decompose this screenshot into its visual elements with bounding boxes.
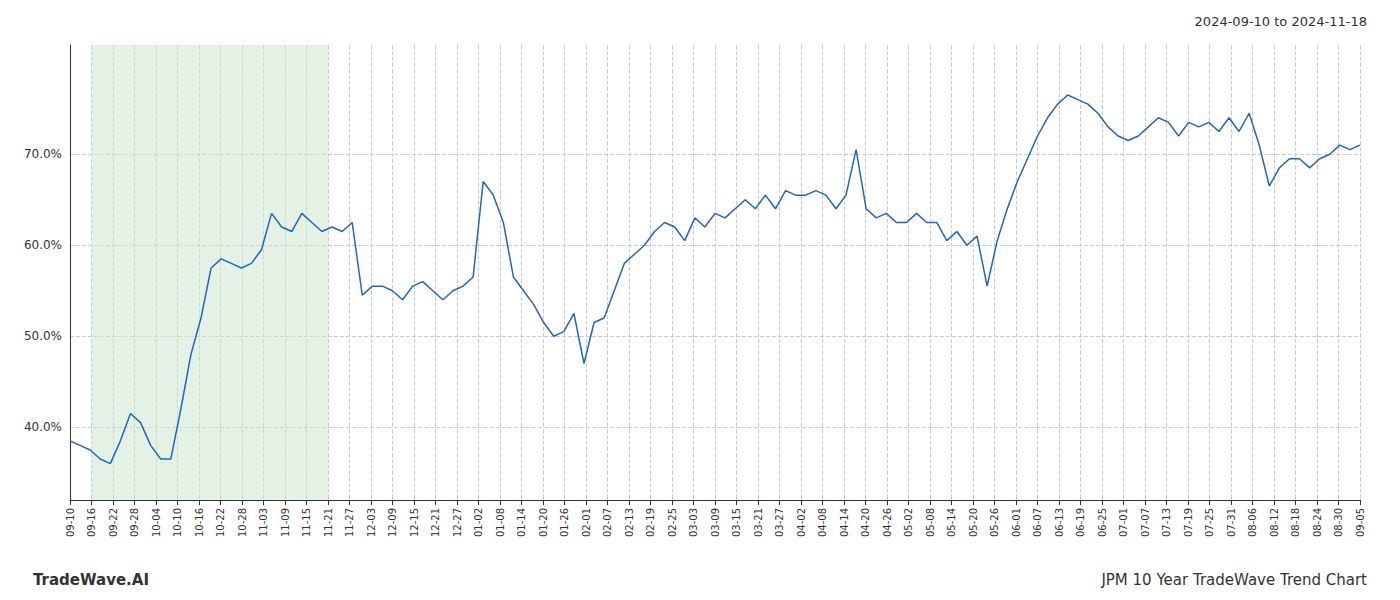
svg-text:09-22: 09-22: [108, 508, 119, 537]
svg-text:12-27: 12-27: [452, 508, 463, 537]
svg-text:08-18: 08-18: [1290, 508, 1301, 537]
svg-text:50.0%: 50.0%: [24, 329, 62, 343]
svg-text:06-07: 06-07: [1032, 508, 1043, 537]
svg-text:JPM 10 Year TradeWave Trend Ch: JPM 10 Year TradeWave Trend Chart: [1100, 571, 1367, 589]
svg-text:02-19: 02-19: [645, 508, 656, 537]
svg-text:09-10: 09-10: [65, 508, 76, 537]
svg-text:02-07: 02-07: [602, 508, 613, 537]
svg-text:07-01: 07-01: [1118, 508, 1129, 537]
svg-text:09-16: 09-16: [86, 508, 97, 537]
svg-text:04-14: 04-14: [839, 508, 850, 537]
svg-text:08-30: 08-30: [1333, 508, 1344, 537]
svg-text:05-26: 05-26: [989, 508, 1000, 537]
svg-text:03-15: 03-15: [731, 508, 742, 537]
svg-text:03-09: 03-09: [710, 508, 721, 537]
svg-text:01-20: 01-20: [538, 508, 549, 537]
svg-text:11-03: 11-03: [258, 508, 269, 537]
svg-text:10-16: 10-16: [194, 508, 205, 537]
svg-text:07-07: 07-07: [1140, 508, 1151, 537]
svg-text:09-28: 09-28: [129, 508, 140, 537]
svg-text:40.0%: 40.0%: [24, 420, 62, 434]
svg-text:03-03: 03-03: [688, 508, 699, 537]
svg-text:11-27: 11-27: [344, 508, 355, 537]
svg-text:02-25: 02-25: [667, 508, 678, 537]
svg-text:07-13: 07-13: [1161, 508, 1172, 537]
svg-text:60.0%: 60.0%: [24, 238, 62, 252]
svg-text:11-21: 11-21: [323, 508, 334, 537]
svg-text:06-13: 06-13: [1054, 508, 1065, 537]
svg-text:05-02: 05-02: [903, 508, 914, 537]
svg-text:07-25: 07-25: [1204, 508, 1215, 537]
svg-text:05-14: 05-14: [946, 508, 957, 537]
svg-text:08-24: 08-24: [1312, 508, 1323, 537]
svg-text:11-15: 11-15: [301, 508, 312, 537]
svg-text:02-13: 02-13: [624, 508, 635, 537]
svg-text:04-08: 04-08: [817, 508, 828, 537]
svg-text:07-19: 07-19: [1183, 508, 1194, 537]
svg-text:10-28: 10-28: [237, 508, 248, 537]
svg-text:01-02: 01-02: [473, 508, 484, 537]
svg-text:07-31: 07-31: [1226, 508, 1237, 537]
svg-text:04-02: 04-02: [796, 508, 807, 537]
svg-text:11-09: 11-09: [280, 508, 291, 537]
svg-text:04-26: 04-26: [882, 508, 893, 537]
svg-text:10-10: 10-10: [172, 508, 183, 537]
svg-text:09-05: 09-05: [1355, 508, 1366, 537]
svg-text:TradeWave.AI: TradeWave.AI: [33, 571, 149, 589]
svg-text:70.0%: 70.0%: [24, 147, 62, 161]
svg-text:03-27: 03-27: [774, 508, 785, 537]
svg-text:12-03: 12-03: [366, 508, 377, 537]
svg-text:05-08: 05-08: [925, 508, 936, 537]
svg-text:2024-09-10 to 2024-11-18: 2024-09-10 to 2024-11-18: [1195, 14, 1367, 29]
svg-text:01-26: 01-26: [559, 508, 570, 537]
svg-text:03-21: 03-21: [753, 508, 764, 537]
svg-text:05-20: 05-20: [968, 508, 979, 537]
svg-text:06-25: 06-25: [1097, 508, 1108, 537]
svg-text:01-14: 01-14: [516, 508, 527, 537]
svg-text:04-20: 04-20: [860, 508, 871, 537]
svg-text:12-21: 12-21: [430, 508, 441, 537]
svg-text:10-22: 10-22: [215, 508, 226, 537]
svg-text:06-19: 06-19: [1075, 508, 1086, 537]
svg-text:02-01: 02-01: [581, 508, 592, 537]
svg-text:12-09: 12-09: [387, 508, 398, 537]
svg-text:06-01: 06-01: [1011, 508, 1022, 537]
svg-text:01-08: 01-08: [495, 508, 506, 537]
svg-text:12-15: 12-15: [409, 508, 420, 537]
svg-text:10-04: 10-04: [151, 508, 162, 537]
svg-text:08-06: 08-06: [1247, 508, 1258, 537]
svg-text:08-12: 08-12: [1269, 508, 1280, 537]
